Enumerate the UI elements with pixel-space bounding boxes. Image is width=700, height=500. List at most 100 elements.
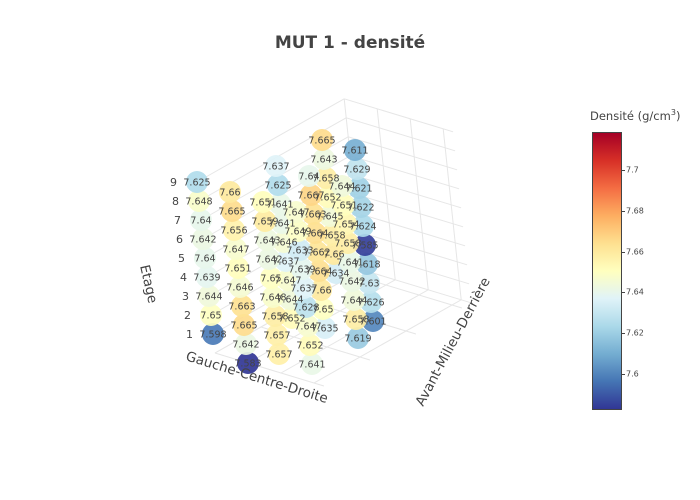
data-point[interactable] — [295, 296, 317, 318]
colorbar — [592, 132, 622, 410]
data-point[interactable] — [310, 279, 332, 301]
data-label: 7.618 — [353, 260, 380, 271]
data-label: 7.642 — [338, 277, 365, 288]
data-point[interactable] — [260, 267, 282, 289]
colorbar-tick-mark — [621, 210, 625, 212]
z-tick-label: 1 — [186, 328, 193, 341]
data-point[interactable] — [344, 139, 366, 161]
data-point[interactable] — [313, 148, 335, 170]
data-label: 7.644 — [328, 182, 355, 193]
data-label: 7.65 — [312, 305, 333, 316]
data-point[interactable] — [252, 191, 274, 213]
data-point[interactable] — [352, 215, 374, 237]
data-label: 7.598 — [199, 330, 226, 341]
data-point[interactable] — [293, 277, 315, 299]
data-point[interactable] — [237, 352, 259, 374]
data-point[interactable] — [350, 196, 372, 218]
data-point[interactable] — [308, 260, 330, 282]
data-point[interactable] — [345, 308, 367, 330]
data-label: 7.583 — [234, 359, 261, 370]
data-point[interactable] — [356, 253, 378, 275]
data-point[interactable] — [360, 291, 382, 313]
data-point[interactable] — [268, 343, 290, 365]
grid-line — [442, 128, 462, 300]
data-point[interactable] — [192, 228, 214, 250]
data-point[interactable] — [285, 201, 307, 223]
data-label: 7.641 — [298, 360, 325, 371]
data-point[interactable] — [219, 181, 241, 203]
data-point[interactable] — [202, 323, 224, 345]
data-point[interactable] — [262, 286, 284, 308]
data-point[interactable] — [254, 210, 276, 232]
data-point[interactable] — [301, 353, 323, 375]
data-point[interactable] — [314, 317, 336, 339]
data-label: 7.628 — [292, 303, 319, 314]
data-point[interactable] — [346, 158, 368, 180]
data-point[interactable] — [186, 171, 208, 193]
data-point[interactable] — [258, 248, 280, 270]
data-point[interactable] — [339, 251, 361, 273]
data-point[interactable] — [265, 155, 287, 177]
data-label: 7.639 — [288, 265, 315, 276]
data-point[interactable] — [299, 334, 321, 356]
data-point[interactable] — [190, 209, 212, 231]
data-point[interactable] — [337, 232, 359, 254]
data-point[interactable] — [306, 241, 328, 263]
data-point[interactable] — [348, 177, 370, 199]
colorbar-tick-label: 7.66 — [626, 247, 644, 257]
grid-line — [350, 155, 460, 190]
data-point[interactable] — [358, 272, 380, 294]
data-point[interactable] — [362, 310, 384, 332]
data-point[interactable] — [225, 238, 247, 260]
data-point[interactable] — [231, 295, 253, 317]
data-point[interactable] — [233, 314, 255, 336]
data-label: 7.665 — [230, 321, 257, 332]
data-point[interactable] — [223, 219, 245, 241]
data-label: 7.654 — [332, 220, 359, 231]
data-point[interactable] — [289, 239, 311, 261]
data-point[interactable] — [300, 184, 322, 206]
data-point[interactable] — [200, 304, 222, 326]
data-point[interactable] — [291, 258, 313, 280]
data-point[interactable] — [287, 220, 309, 242]
data-point[interactable] — [235, 333, 257, 355]
data-label: 7.637 — [272, 257, 299, 268]
data-label: 7.619 — [344, 334, 371, 345]
data-point[interactable] — [302, 203, 324, 225]
data-point[interactable] — [312, 298, 334, 320]
data-point[interactable] — [335, 213, 357, 235]
data-label: 7.664 — [305, 267, 332, 278]
z-tick-label: 2 — [184, 309, 191, 322]
data-point[interactable] — [304, 222, 326, 244]
data-point[interactable] — [256, 229, 278, 251]
data-point[interactable] — [267, 174, 289, 196]
data-point[interactable] — [331, 175, 353, 197]
data-point[interactable] — [354, 234, 376, 256]
grid-line — [313, 299, 462, 384]
data-point[interactable] — [298, 165, 320, 187]
data-point[interactable] — [198, 285, 220, 307]
colorbar-title-prefix: Densité (g/cm — [590, 108, 671, 123]
data-label: 7.642 — [232, 340, 259, 351]
data-point[interactable] — [221, 200, 243, 222]
data-point[interactable] — [264, 305, 286, 327]
data-label: 7.65 — [260, 274, 281, 285]
data-point[interactable] — [311, 129, 333, 151]
data-point[interactable] — [297, 315, 319, 337]
data-point[interactable] — [227, 257, 249, 279]
data-point[interactable] — [196, 266, 218, 288]
data-point[interactable] — [341, 270, 363, 292]
data-point[interactable] — [333, 194, 355, 216]
data-label: 7.646 — [226, 283, 253, 294]
data-point[interactable] — [188, 190, 210, 212]
data-point[interactable] — [266, 324, 288, 346]
data-label: 7.647 — [222, 245, 249, 256]
z-tick-label: 4 — [180, 271, 187, 284]
data-point[interactable] — [229, 276, 251, 298]
data-label: 7.637 — [290, 284, 317, 295]
data-point[interactable] — [194, 247, 216, 269]
data-point[interactable] — [343, 289, 365, 311]
data-label: 7.663 — [299, 210, 326, 221]
data-point[interactable] — [347, 327, 369, 349]
